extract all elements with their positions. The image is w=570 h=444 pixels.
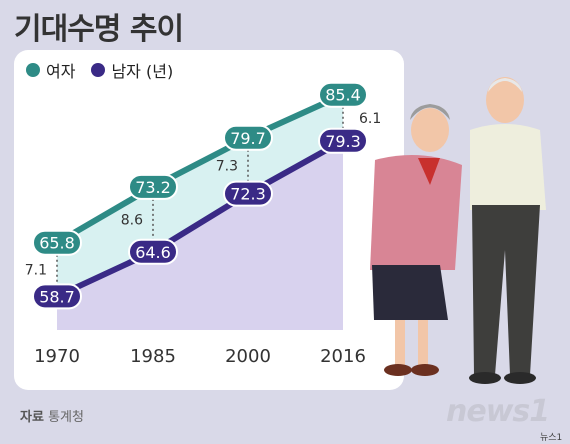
men-point-label: 64.6 [135,243,171,262]
women-point-marker [128,173,178,200]
men-point-marker [32,283,82,310]
men-point-label: 58.7 [39,287,75,306]
women-point-marker [223,124,273,151]
women-point-label: 65.8 [39,234,75,253]
legend: 여자 남자 (년) [26,58,183,82]
legend-item-men: 남자 (년) [91,58,173,82]
x-tick-label: 1985 [130,346,176,367]
women-point-marker [32,229,82,256]
credit-text: 뉴스1 [540,433,563,443]
women-point-label: 85.4 [325,86,361,105]
legend-item-women: 여자 [26,58,75,82]
x-tick-label: 2016 [320,346,366,367]
elderly-couple-illustration [370,77,546,384]
men-point-label: 72.3 [230,185,266,204]
men-line [54,137,346,300]
gap-area-fill [57,94,343,297]
legend-dot-men [91,63,106,77]
men-point-marker [318,127,368,154]
legend-label-men: 남자 (년) [111,62,174,81]
brand-logo: news1 [446,394,550,429]
x-tick-label: 2000 [225,346,271,367]
source-label: 자료 [20,410,44,425]
men-point-marker [128,238,178,265]
women-point-marker [318,81,368,108]
legend-dot-women [26,63,40,77]
women-point-label: 79.7 [230,129,266,148]
gap-label: 7.1 [25,263,47,279]
men-point-label: 79.3 [325,132,361,151]
gap-label: 8.6 [121,212,143,228]
gap-label: 6.1 [359,111,381,127]
women-point-label: 73.2 [135,178,171,197]
men-point-marker [223,180,273,207]
x-tick-label: 1970 [34,346,80,367]
women-line [54,91,346,246]
legend-label-women: 여자 [46,62,76,81]
gap-label: 7.3 [216,159,238,175]
source-value: 통계청 [48,410,84,425]
source-note: 자료 통계청 [20,406,84,425]
page-title: 기대수명 추이 [14,12,184,47]
